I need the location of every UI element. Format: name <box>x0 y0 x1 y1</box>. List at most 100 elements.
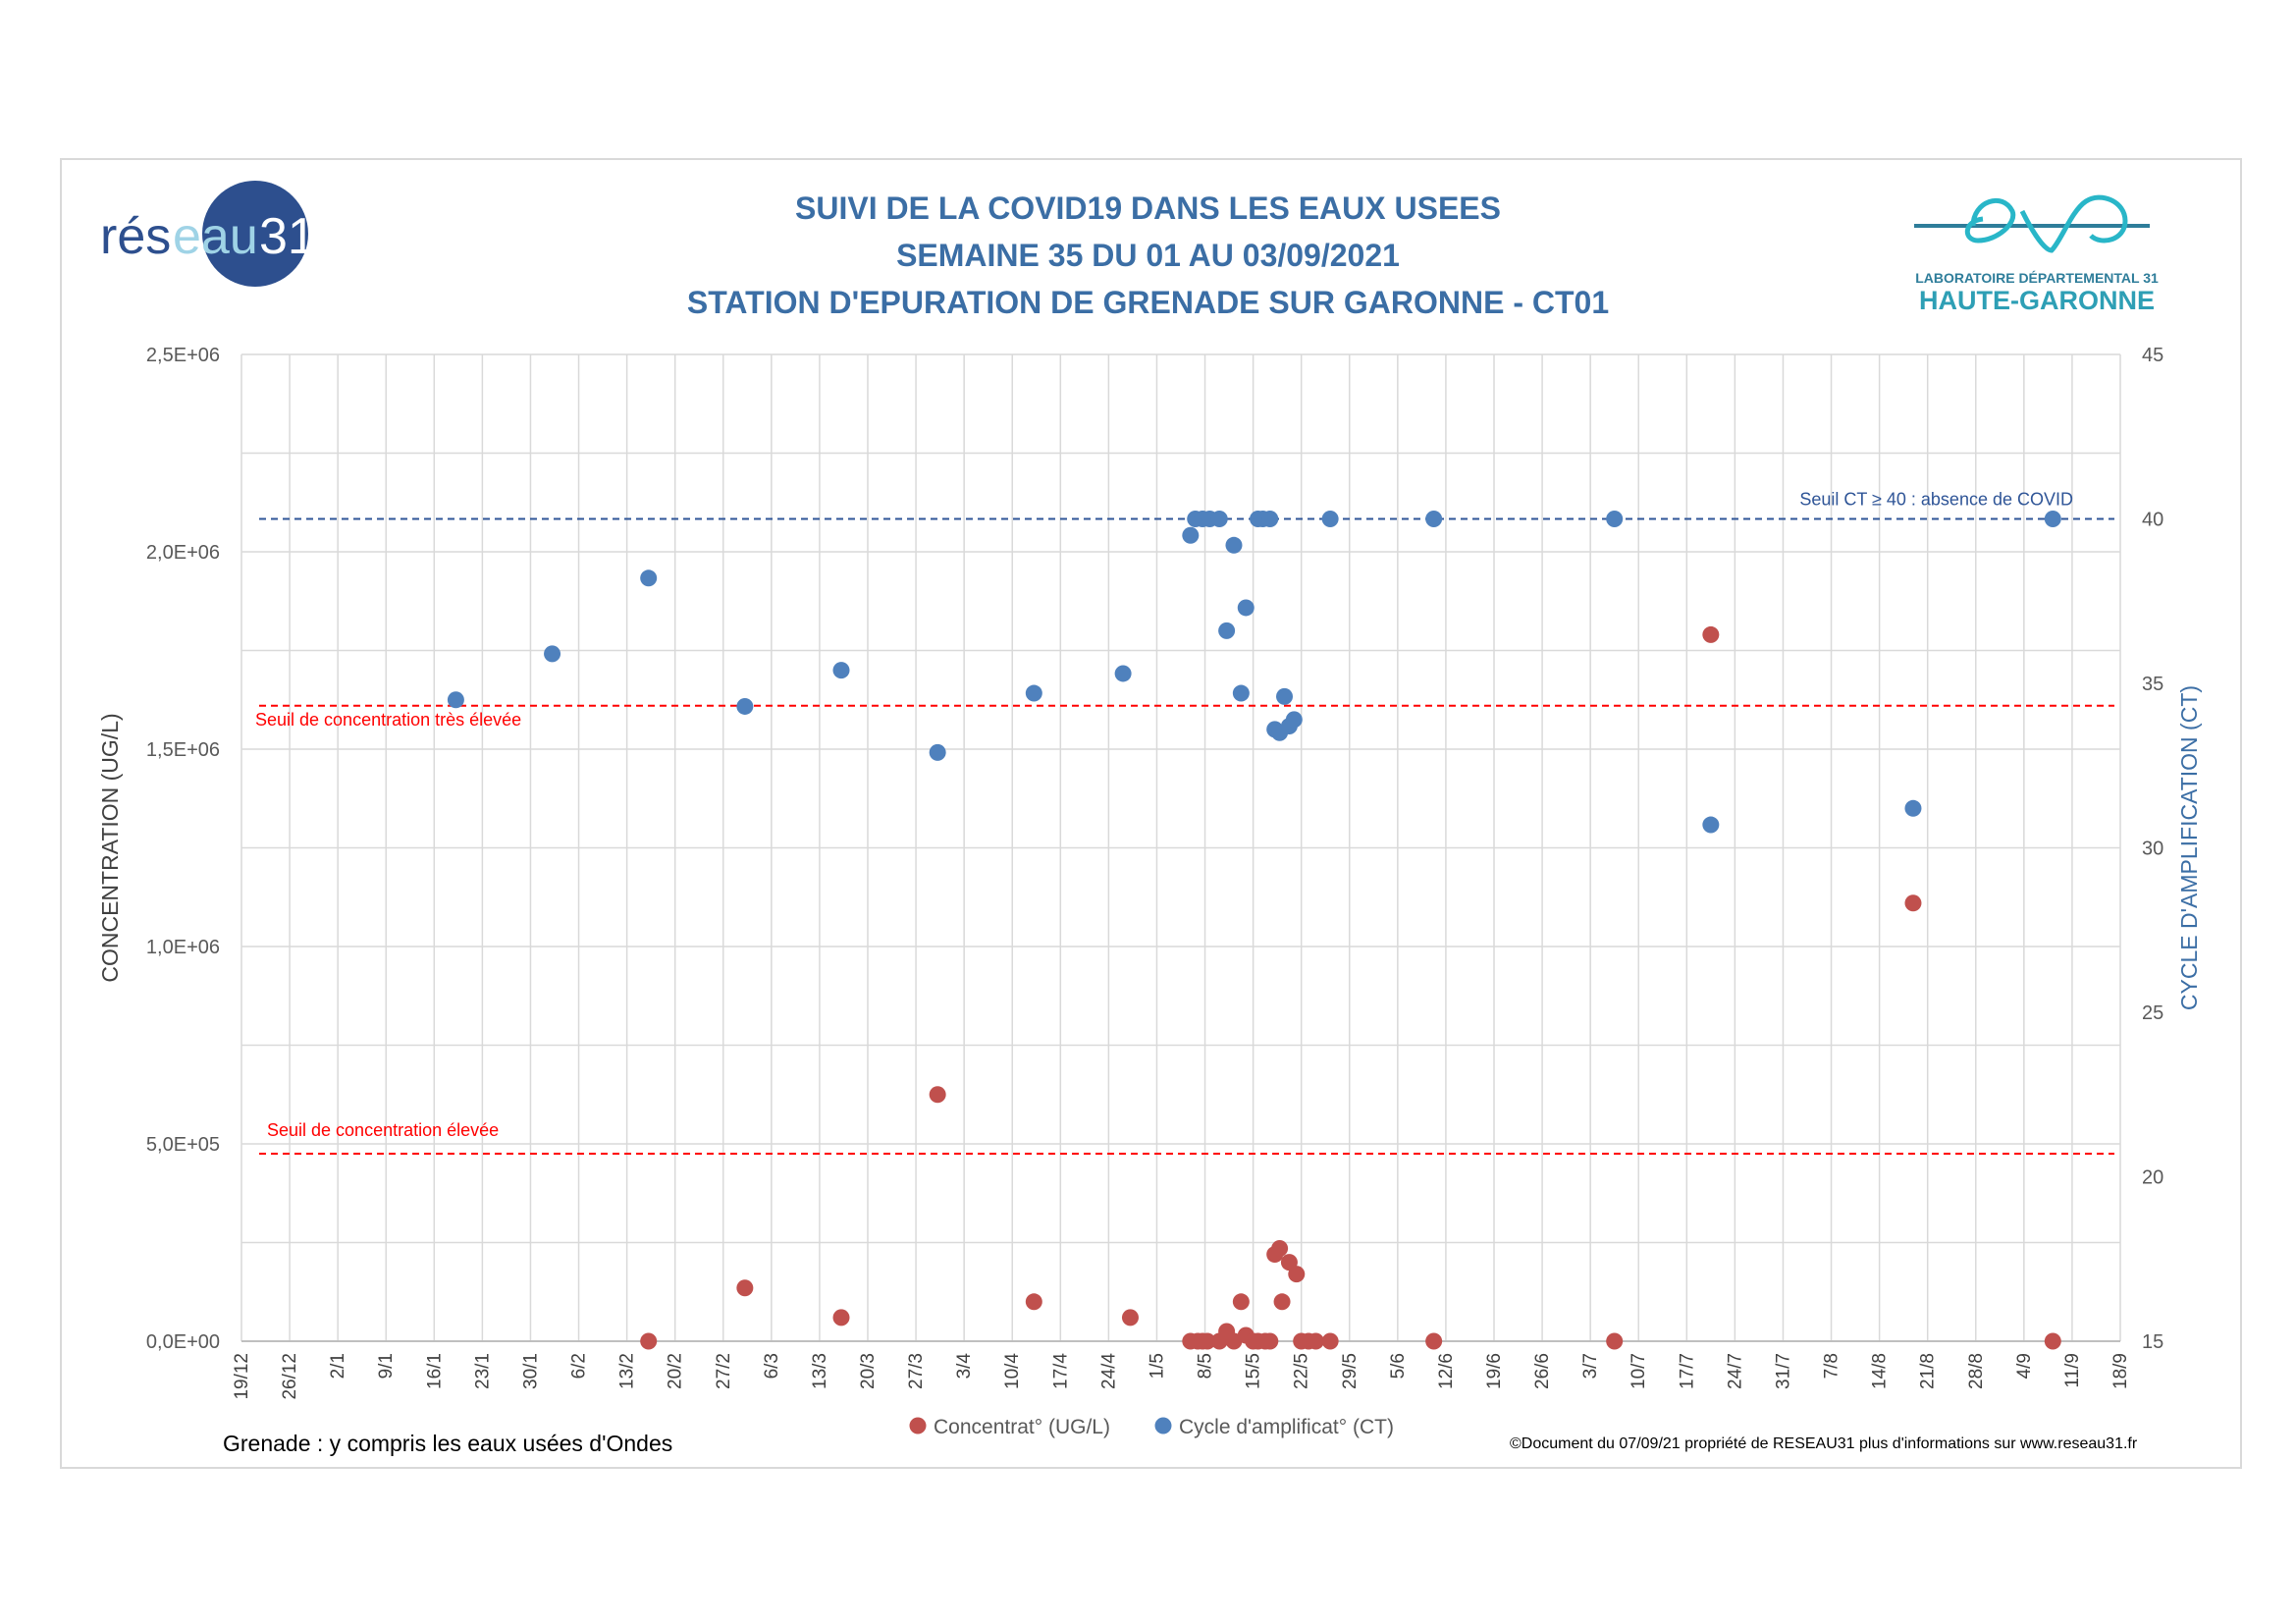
x-tick-label: 12/6 <box>1436 1353 1457 1389</box>
data-point <box>1904 894 1922 912</box>
legend-marker <box>909 1417 927 1435</box>
x-tick-label: 17/7 <box>1677 1353 1697 1389</box>
x-tick-label: 17/4 <box>1050 1353 1071 1389</box>
y2-tick-label: 15 <box>2142 1331 2163 1353</box>
y-tick-label: 0,0E+00 <box>146 1331 220 1353</box>
y-axis-title: CONCENTRATION (UG/L) <box>97 713 123 982</box>
logo-text-1: rés <box>100 208 171 265</box>
x-tick-label: 10/7 <box>1629 1353 1649 1389</box>
x-tick-label: 23/1 <box>472 1353 493 1389</box>
y2-tick-label: 20 <box>2142 1167 2163 1189</box>
data-point <box>640 1332 658 1350</box>
chart-frame <box>60 158 2242 1469</box>
data-point <box>1025 684 1042 702</box>
threshold-label: Seuil CT ≥ 40 : absence de COVID <box>1799 490 2073 510</box>
x-tick-label: 24/7 <box>1725 1353 1745 1389</box>
eva-subtitle: LABORATOIRE DÉPARTEMENTAL 31 <box>1915 270 2159 286</box>
data-point <box>832 1309 850 1326</box>
data-point <box>1237 599 1255 617</box>
x-tick-label: 13/3 <box>810 1353 830 1389</box>
y-tick-label: 5,0E+05 <box>146 1134 220 1156</box>
x-tick-label: 26/12 <box>280 1353 300 1400</box>
x-tick-label: 13/2 <box>617 1353 638 1389</box>
x-tick-label: 14/8 <box>1870 1353 1891 1389</box>
data-point <box>1218 622 1236 639</box>
data-point <box>1425 1332 1443 1350</box>
footer-note: Grenade : y compris les eaux usées d'Ond… <box>223 1431 673 1456</box>
x-tick-label: 8/5 <box>1196 1353 1216 1379</box>
data-point <box>736 1279 754 1297</box>
y2-axis-title: CYCLE D'AMPLIFICATION (CT) <box>2176 685 2202 1010</box>
data-point <box>447 691 464 709</box>
data-point <box>1271 1240 1289 1258</box>
data-point <box>1285 711 1303 729</box>
threshold-label: Seuil de concentration très élevée <box>255 710 521 730</box>
data-point <box>1261 1332 1279 1350</box>
data-point <box>1904 799 1922 817</box>
data-point <box>1225 536 1243 554</box>
x-tick-label: 18/9 <box>2110 1353 2131 1389</box>
logo-text-2: eau <box>173 208 258 265</box>
data-point <box>1606 1332 1624 1350</box>
data-point <box>1199 1332 1216 1350</box>
data-point <box>1702 625 1720 643</box>
x-tick-label: 27/3 <box>906 1353 927 1389</box>
x-tick-label: 19/6 <box>1484 1353 1505 1389</box>
x-tick-label: 20/2 <box>666 1353 686 1389</box>
data-point <box>1288 1266 1306 1283</box>
chart-title-line3: STATION D'EPURATION DE GRENADE SUR GARON… <box>686 285 1610 320</box>
data-point <box>1232 1293 1250 1311</box>
footer-copyright: ©Document du 07/09/21 propriété de RESEA… <box>1510 1435 2138 1452</box>
data-point <box>1321 1332 1339 1350</box>
chart-title-line1: SUIVI DE LA COVID19 DANS LES EAUX USEES <box>795 190 1501 226</box>
data-point <box>2044 511 2061 527</box>
x-tick-label: 6/2 <box>569 1353 590 1379</box>
x-tick-label: 27/2 <box>714 1353 734 1389</box>
x-tick-label: 3/4 <box>954 1353 975 1380</box>
data-point <box>1273 1293 1291 1311</box>
x-tick-label: 15/5 <box>1244 1353 1264 1389</box>
y2-tick-label: 30 <box>2142 839 2163 860</box>
chart-title-line2: SEMAINE 35 DU 01 AU 03/09/2021 <box>896 238 1400 273</box>
data-point <box>1307 1332 1324 1350</box>
data-point <box>1182 526 1200 544</box>
data-point <box>1232 684 1250 702</box>
y2-tick-label: 25 <box>2142 1002 2163 1024</box>
eva-logo: LABORATOIRE DÉPARTEMENTAL 31 HAUTE-GARON… <box>1914 194 2159 315</box>
data-point <box>1114 665 1132 682</box>
x-tick-label: 31/7 <box>1773 1353 1793 1389</box>
data-point <box>832 662 850 679</box>
y2-tick-label: 45 <box>2142 345 2163 366</box>
data-point <box>1702 816 1720 834</box>
y2-tick-label: 40 <box>2142 510 2163 531</box>
data-point <box>1210 511 1228 527</box>
x-tick-label: 5/6 <box>1388 1353 1409 1379</box>
data-point <box>544 645 561 663</box>
data-point <box>1121 1309 1139 1326</box>
data-point <box>736 697 754 715</box>
data-point <box>1606 511 1624 527</box>
x-tick-label: 28/8 <box>1966 1353 1987 1389</box>
x-tick-label: 22/5 <box>1292 1353 1312 1389</box>
x-tick-label: 19/12 <box>232 1353 252 1400</box>
x-tick-label: 4/9 <box>2014 1353 2035 1379</box>
x-tick-label: 7/8 <box>1822 1353 1842 1379</box>
data-point <box>929 1086 946 1104</box>
x-tick-label: 11/9 <box>2062 1353 2083 1388</box>
x-tick-label: 10/4 <box>1002 1353 1023 1389</box>
x-tick-label: 20/3 <box>858 1353 879 1389</box>
reseau31-logo: rés eau 31 <box>100 181 316 287</box>
data-point <box>1025 1293 1042 1311</box>
x-tick-label: 30/1 <box>520 1353 541 1389</box>
legend-label: Concentrat° (UG/L) <box>934 1416 1110 1438</box>
data-point <box>1425 511 1443 527</box>
legend-marker <box>1154 1417 1172 1435</box>
legend-label: Cycle d'amplificat° (CT) <box>1179 1416 1394 1438</box>
y2-tick-label: 35 <box>2142 674 2163 695</box>
x-tick-label: 3/7 <box>1580 1353 1601 1379</box>
x-tick-label: 6/3 <box>762 1353 782 1379</box>
y-tick-label: 1,0E+06 <box>146 937 220 958</box>
data-point <box>1276 687 1294 705</box>
x-tick-label: 24/4 <box>1098 1353 1119 1389</box>
